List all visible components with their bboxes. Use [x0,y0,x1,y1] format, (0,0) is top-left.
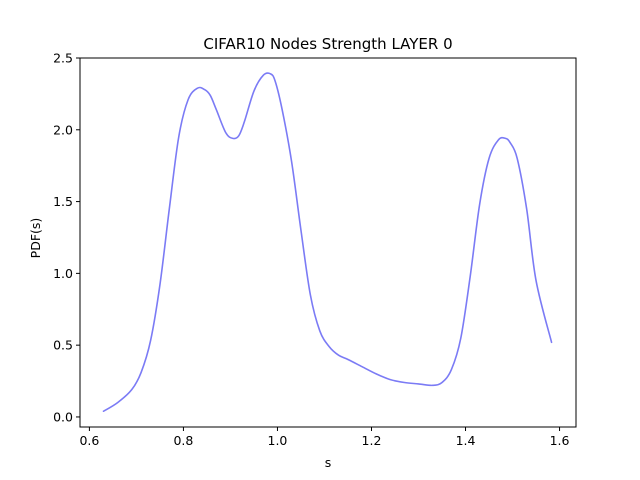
y-tick-label: 1.5 [53,194,73,209]
x-tick-label: 0.8 [173,433,193,448]
y-axis-label: PDF(s) [28,218,43,259]
plot-area [102,72,553,413]
y-tick-label: 2.0 [53,122,73,137]
x-tick-label: 1.0 [268,433,288,448]
series-line-0 [102,72,553,413]
x-axis-label: s [325,455,332,470]
y-tick-label: 1.0 [53,266,73,281]
x-tick-label: 1.6 [550,433,570,448]
y-tick-label: 0.5 [53,338,73,353]
axes-frame [79,57,577,428]
y-axis: 0.0 0.5 1.0 1.5 2.0 2.5 [53,51,80,424]
x-tick-label: 1.2 [362,433,382,448]
chart-title: CIFAR10 Nodes Strength LAYER 0 [203,35,452,53]
x-tick-label: 0.6 [79,433,99,448]
x-tick-label: 1.4 [456,433,476,448]
y-tick-label: 2.5 [53,51,73,66]
y-tick-label: 0.0 [53,409,73,424]
x-axis: 0.6 0.8 1.0 1.2 1.4 1.6 [79,427,570,448]
